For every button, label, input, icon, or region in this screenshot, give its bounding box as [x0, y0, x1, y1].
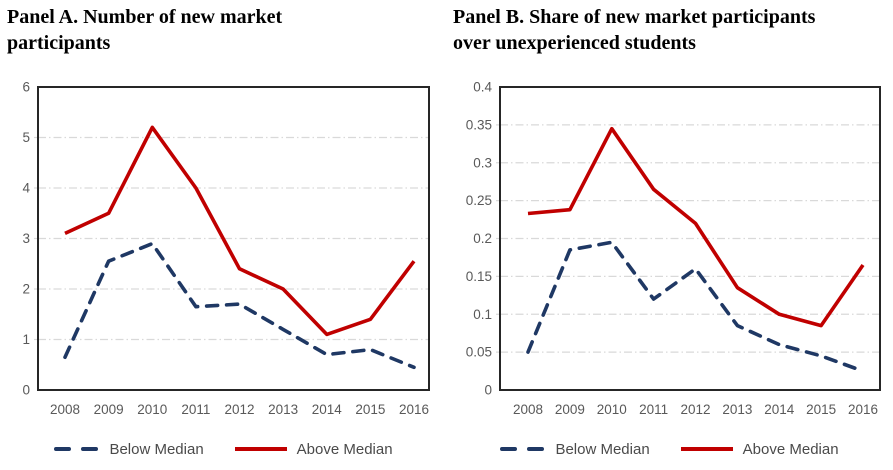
plot-border — [37, 86, 430, 391]
x-axis-label: 2009 — [555, 402, 585, 417]
y-axis-label: 0.05 — [466, 345, 492, 360]
legend-item-above-median: Above Median — [680, 441, 839, 458]
x-axis-label: 2010 — [137, 402, 167, 417]
legend-label-below-median: Below Median — [109, 440, 204, 458]
panel-a-title: Panel A. Number of new market participan… — [7, 4, 443, 56]
panel-b-chart: 0 0.05 0.1 0.15 0.2 0.25 0.3 0.35 0.4 2008 2009 201… — [466, 80, 881, 417]
y-axis-label: 0.3 — [473, 155, 492, 170]
x-axis-label: 2016 — [848, 402, 878, 417]
panel-b-title-line1: Panel B. Share of new market participant… — [453, 6, 816, 28]
panel-a-title-line2: participants — [7, 32, 111, 54]
legend-item-above-median: Above Median — [234, 441, 393, 458]
x-axis-label: 2016 — [399, 402, 429, 417]
x-axis-label: 2011 — [639, 402, 668, 417]
x-axis-label: 2014 — [312, 402, 343, 417]
panel-b-title-line2: over unexperienced students — [453, 32, 696, 54]
y-axis-label: 6 — [22, 80, 30, 95]
legend-item-below-median: Below Median — [54, 440, 204, 458]
legend-label-above-median: Above Median — [296, 440, 393, 458]
y-axis-label: 0 — [484, 383, 492, 398]
legend-label-above-median: Above Median — [742, 440, 839, 458]
y-axis-label: 0.15 — [466, 269, 492, 284]
y-axis-label: 0.25 — [466, 193, 492, 208]
y-axis-label: 0.35 — [466, 117, 492, 132]
y-axis-label: 3 — [22, 231, 30, 246]
y-axis-label: 0.4 — [473, 80, 492, 95]
panel-a-chart: 0 1 2 3 4 5 6 2008 2009 2010 2011 2012 2013 2014 2015 2… — [22, 80, 430, 417]
x-axis-label: 2008 — [50, 402, 80, 417]
dashed-line-sample-icon — [54, 447, 101, 451]
y-axis-label: 2 — [22, 282, 30, 297]
solid-line-sample-icon — [234, 447, 287, 451]
panel-b: Panel B. Share of new market participant… — [446, 0, 893, 470]
y-axis-label: 4 — [22, 181, 30, 196]
x-axis-label: 2013 — [268, 402, 298, 417]
y-axis-label: 5 — [22, 130, 30, 145]
x-axis-label: 2012 — [680, 402, 710, 417]
panel-b-legend: Below Median Above Median — [446, 436, 893, 462]
y-axis-label: 0.2 — [473, 231, 492, 246]
legend-label-below-median: Below Median — [555, 440, 650, 458]
legend-item-below-median: Below Median — [500, 440, 650, 458]
panel-b-title: Panel B. Share of new market participant… — [453, 4, 889, 56]
x-axis-label: 2008 — [513, 402, 543, 417]
x-axis-label: 2012 — [224, 402, 254, 417]
above-median-line — [527, 126, 865, 328]
x-axis-label: 2014 — [764, 402, 795, 417]
x-axis-label: 2010 — [597, 402, 627, 417]
x-axis-label: 2009 — [94, 402, 124, 417]
plot-border — [499, 86, 881, 391]
x-axis-label: 2015 — [355, 402, 385, 417]
y-axis-label: 0 — [22, 383, 30, 398]
solid-line-sample-icon — [680, 447, 733, 451]
dashed-line-sample-icon — [500, 447, 547, 451]
panel-a: Panel A. Number of new market participan… — [0, 4, 447, 462]
below-median-line — [63, 241, 416, 370]
y-axis-label: 1 — [22, 332, 30, 347]
x-axis-label: 2011 — [181, 402, 210, 417]
x-axis-label: 2013 — [722, 402, 752, 417]
x-axis-label: 2015 — [806, 402, 836, 417]
y-axis-label: 0.1 — [473, 307, 492, 322]
panel-a-title-line1: Panel A. Number of new market — [7, 6, 283, 28]
above-median-line — [64, 125, 416, 337]
panel-a-legend: Below Median Above Median — [0, 436, 447, 462]
below-median-line — [526, 240, 865, 373]
